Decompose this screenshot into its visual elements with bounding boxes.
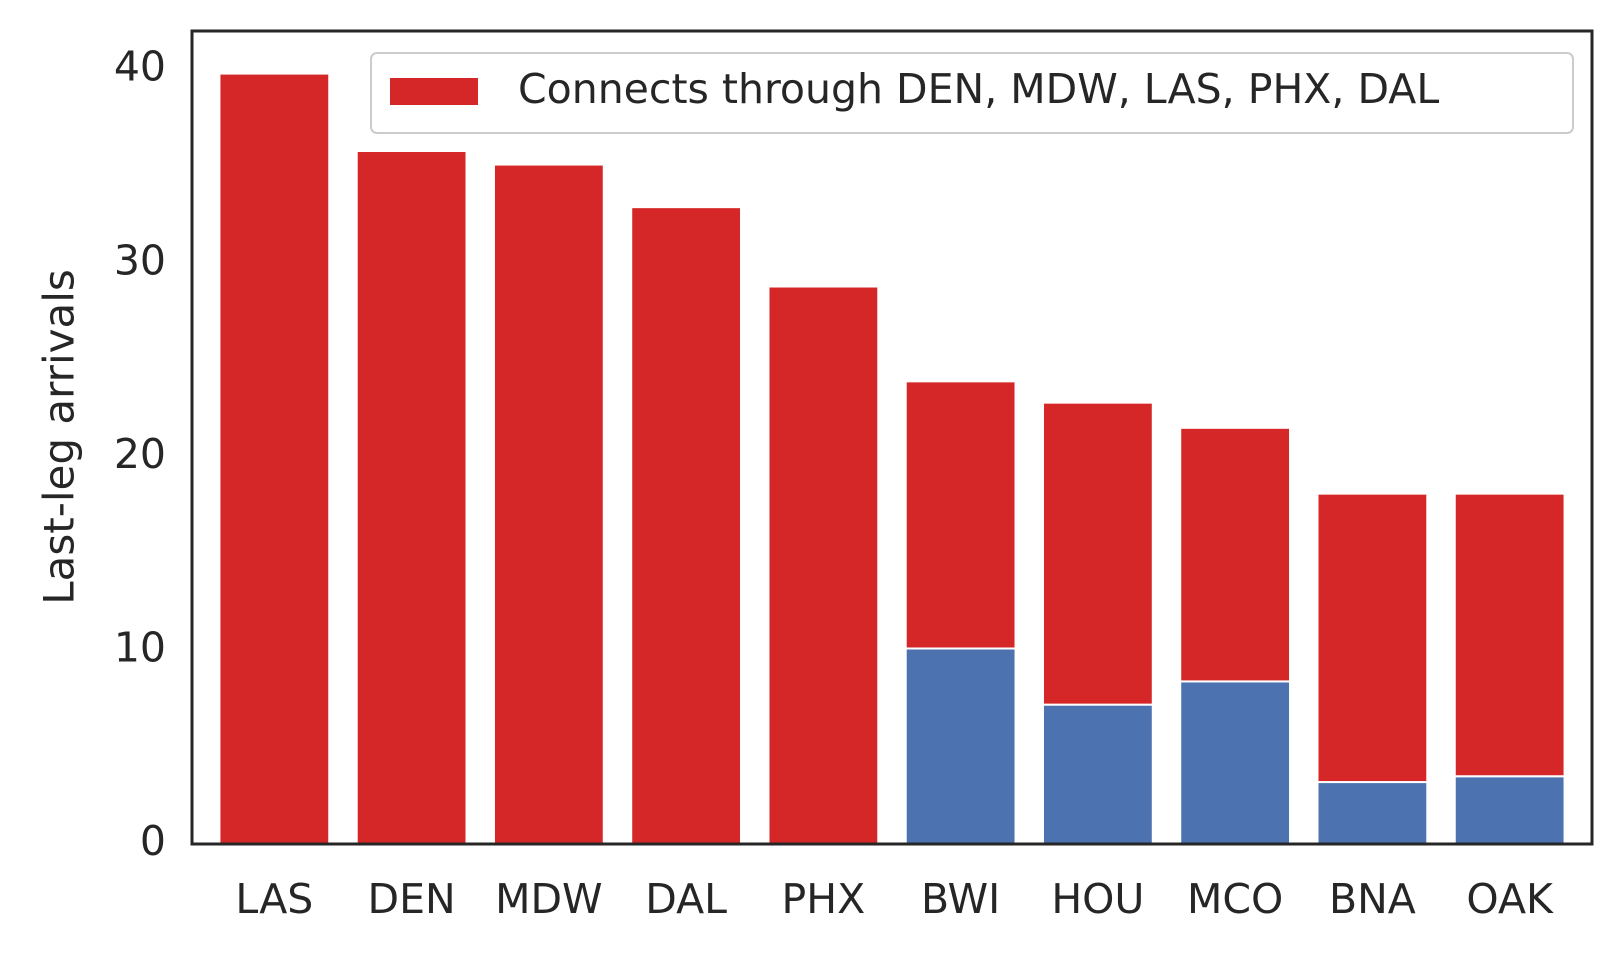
legend: Connects through DEN, MDW, LAS, PHX, DAL (370, 52, 1574, 134)
y-axis-label: Last-leg arrivals (35, 269, 84, 605)
x-tick-label-den: DEN (368, 875, 456, 923)
y-tick-label-40: 40 (114, 43, 166, 91)
x-tick-label-las: LAS (235, 875, 313, 923)
bar-mdw-series-1 (492, 163, 605, 845)
bar-hou-series-0 (1041, 703, 1154, 845)
bars-layer (218, 72, 1566, 846)
y-tick-label-10: 10 (114, 623, 166, 671)
y-tick-labels: 0 10 20 30 40 (114, 43, 166, 865)
legend-box (370, 52, 1574, 134)
y-tick-label-20: 20 (114, 430, 166, 478)
x-tick-label-dal: DAL (645, 875, 727, 923)
x-tick-label-bwi: BWI (921, 875, 1000, 923)
y-tick-label-0: 0 (140, 817, 166, 865)
bar-las-series-1 (218, 72, 331, 845)
bar-bna-series-0 (1316, 781, 1429, 845)
y-tick-label-30: 30 (114, 236, 166, 284)
plot-frame (190, 29, 1594, 846)
bar-dal-series-1 (630, 206, 743, 845)
bar-bwi-series-1 (904, 380, 1017, 650)
bar-bwi-series-0 (904, 647, 1017, 845)
x-tick-label-mco: MCO (1187, 875, 1283, 923)
bar-oak-series-0 (1453, 775, 1566, 845)
x-tick-label-phx: PHX (782, 875, 866, 923)
bar-hou-series-1 (1041, 401, 1154, 706)
legend-label-connects-through: Connects through DEN, MDW, LAS, PHX, DAL (518, 65, 1439, 113)
legend-swatch-connects-through (390, 78, 478, 105)
bar-mco-series-0 (1179, 680, 1292, 846)
x-tick-label-oak: OAK (1466, 875, 1554, 923)
x-tick-label-bna: BNA (1329, 875, 1416, 923)
x-tick-label-mdw: MDW (495, 875, 603, 923)
x-tick-labels: LAS DEN MDW DAL PHX BWI HOU MCO BNA OAK (235, 875, 1554, 923)
bar-phx-series-1 (767, 285, 880, 845)
x-tick-label-hou: HOU (1051, 875, 1144, 923)
bar-oak-series-1 (1453, 492, 1566, 778)
bar-mco-series-1 (1179, 426, 1292, 683)
bar-bna-series-1 (1316, 492, 1429, 784)
bar-den-series-1 (355, 150, 468, 845)
